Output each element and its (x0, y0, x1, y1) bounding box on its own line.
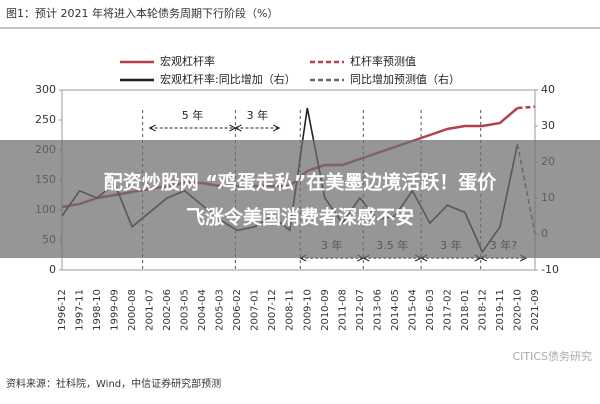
x-tick-label: 2010-09 (320, 289, 331, 331)
caption-band (0, 140, 600, 258)
source: 资料来源：社科院，Wind，中信证券研究部预测 (6, 377, 221, 390)
x-tick-label: 2018-12 (477, 289, 488, 331)
caption-line: 配资炒股网 “鸡蛋走私”在美墨边境活跃！蛋价 (104, 171, 498, 194)
x-tick-label: 1999-09 (110, 289, 121, 331)
series-line (517, 105, 536, 110)
x-tick-label: 2012-07 (355, 289, 366, 331)
x-tick-label: 2008-11 (285, 289, 296, 331)
legend-label: 宏观杠杆率 (160, 54, 215, 68)
y2-tick-label: 40 (541, 83, 555, 96)
x-tick-label: 2014-05 (390, 289, 401, 331)
caption-line: 飞涨令美国消费者深感不安 (186, 206, 414, 229)
annotation: 5 年 (182, 108, 204, 122)
x-tick-label: 2021-09 (530, 289, 541, 331)
y2-tick-label: -10 (541, 263, 559, 276)
chart-title: 图1：预计 2021 年将进入本轮债务周期下行阶段（%） (6, 6, 278, 20)
x-tick-label: 2017-02 (442, 289, 453, 331)
arrow-head (234, 124, 281, 132)
x-tick-label: 2007-12 (267, 289, 278, 331)
legend-label: 杠杆率预测值 (350, 54, 416, 68)
x-tick-label: 1997-11 (75, 289, 86, 331)
x-tick-label: 2011-08 (337, 289, 348, 331)
y-tick-label: 0 (49, 263, 56, 276)
x-tick-label: 2020-10 (512, 289, 523, 331)
x-tick-label: 2005-03 (215, 289, 226, 331)
x-tick-label: 2018-01 (460, 289, 471, 331)
x-tick-label: 2003-05 (180, 289, 191, 331)
y2-tick-label: 30 (541, 119, 555, 132)
annotation: 3 年 (247, 108, 269, 122)
y-tick-label: 250 (35, 113, 56, 126)
x-tick-label: 2001-07 (145, 289, 156, 331)
x-tick-label: 2006-02 (232, 289, 243, 331)
x-tick-label: 2019-11 (495, 289, 506, 331)
x-tick-label: 2015-04 (407, 289, 418, 331)
x-tick-label: 1996-12 (57, 289, 68, 331)
x-tick-label: 2013-06 (372, 289, 383, 331)
x-tick-label: 2016-03 (425, 289, 436, 331)
x-tick-label: 1998-10 (92, 289, 103, 331)
x-tick-label: 2002-06 (162, 289, 173, 331)
x-tick-label: 2004-04 (197, 289, 208, 331)
watermark: CITICS债务研究 (512, 349, 592, 363)
legend-label: 同比增加预测值（右） (350, 72, 460, 86)
x-tick-label: 2007-01 (250, 289, 261, 331)
legend-label: 宏观杠杆率:同比增加（右） (160, 72, 296, 86)
y-tick-label: 300 (35, 83, 56, 96)
x-tick-label: 2009-10 (302, 289, 313, 331)
x-tick-label: 2000-08 (127, 289, 138, 331)
